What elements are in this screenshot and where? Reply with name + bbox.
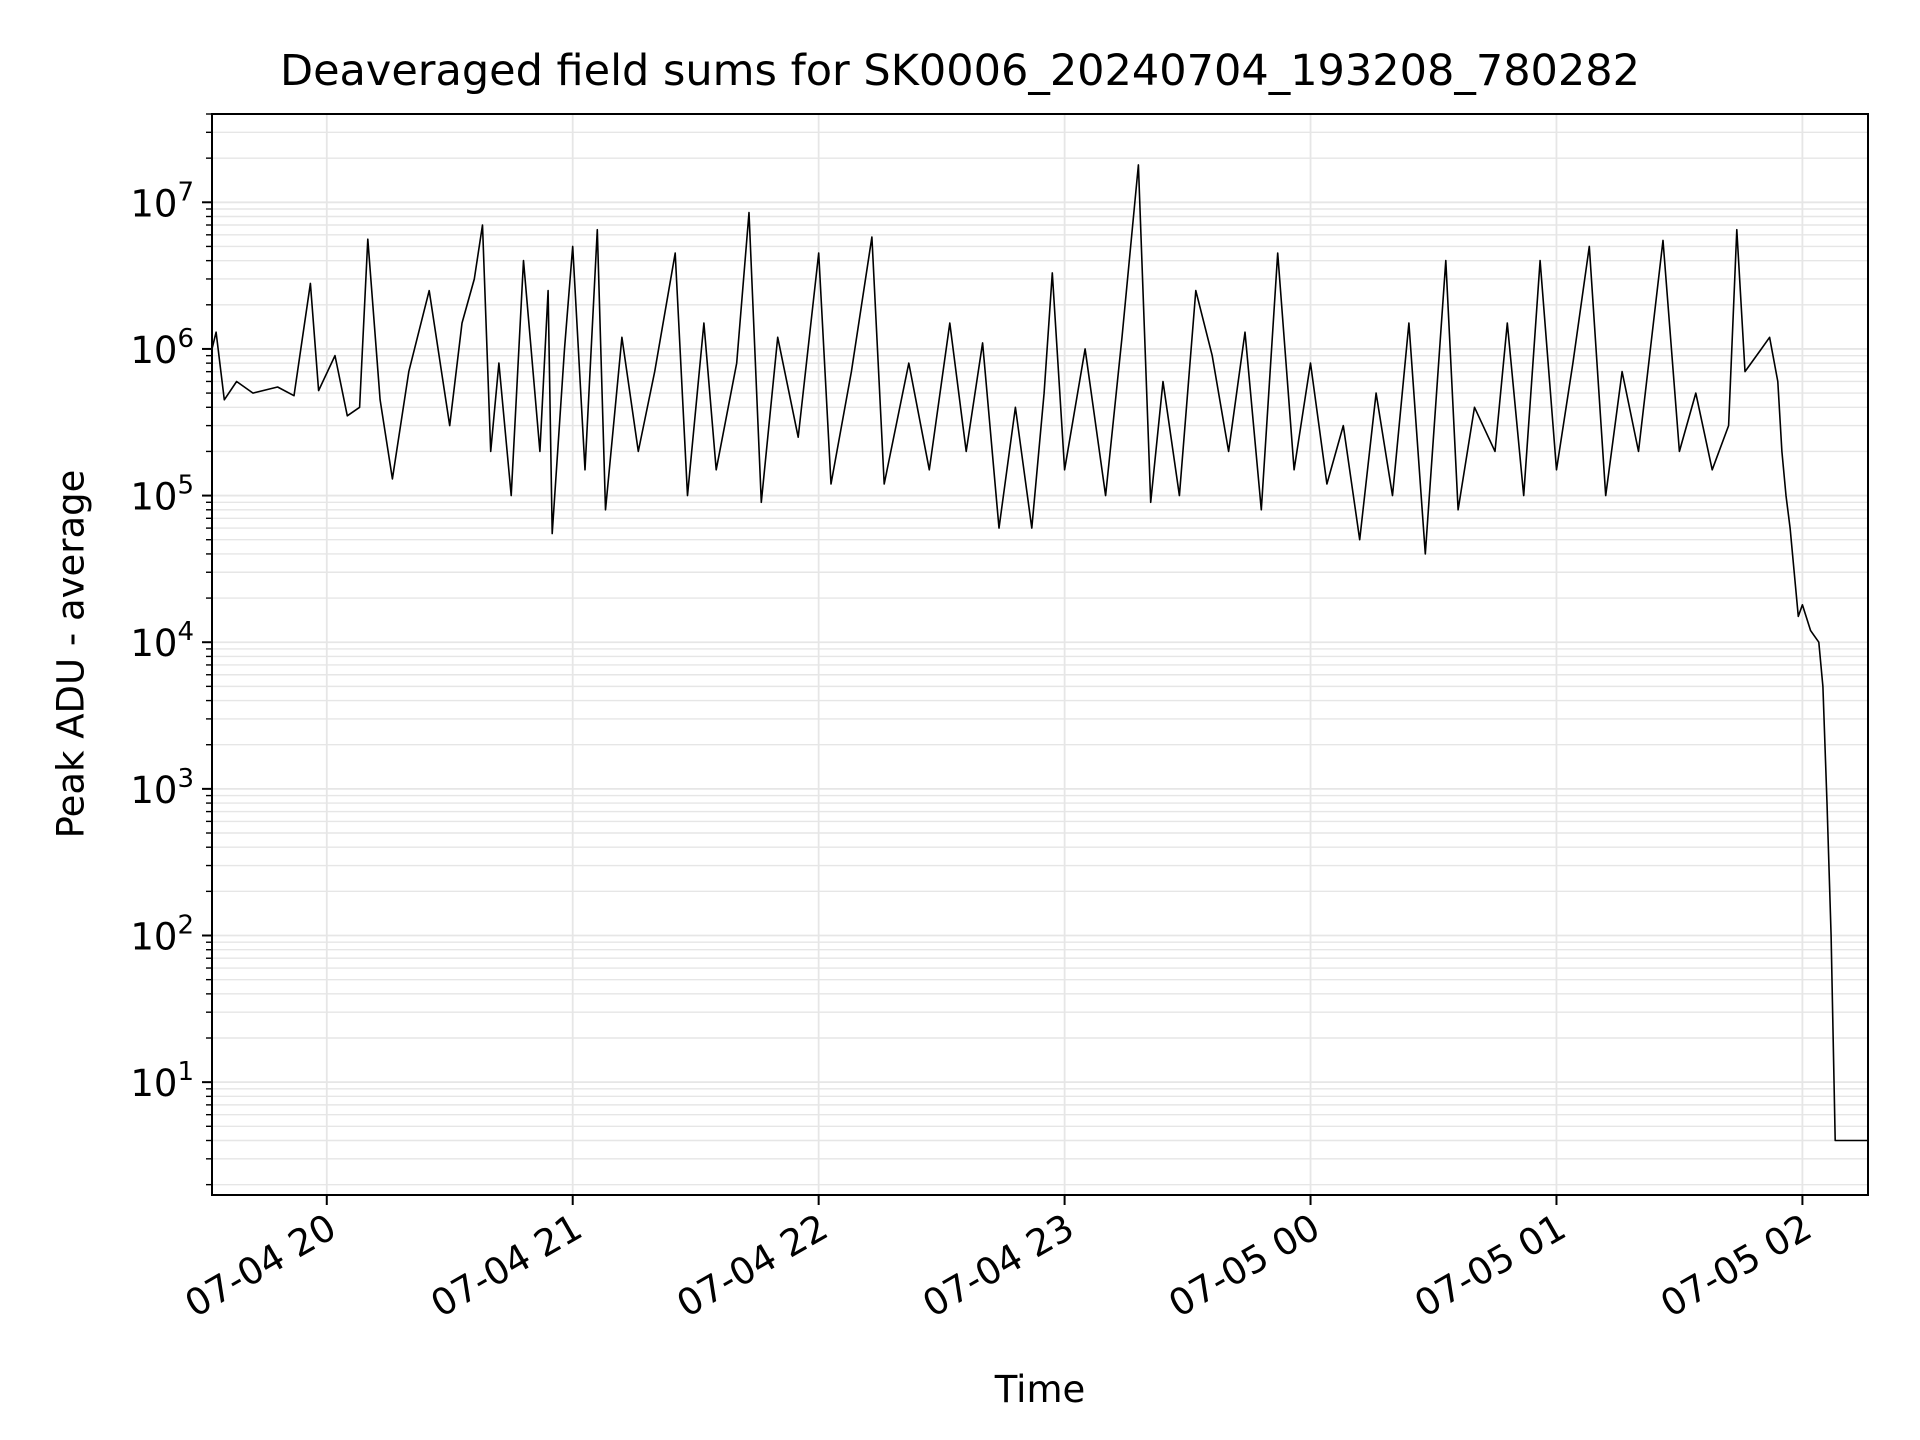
y-tick-label: 103 [130, 764, 194, 812]
x-tick-label: 07-04 21 [424, 1206, 590, 1326]
series-line [211, 164, 1868, 1142]
x-tick-label: 07-05 01 [1407, 1206, 1573, 1326]
x-axis-label: Time [994, 1368, 1086, 1411]
plot-frame [211, 113, 1869, 1196]
x-tick-label: 07-04 23 [916, 1206, 1082, 1326]
series-layer [211, 164, 1868, 1142]
x-tick-label: 07-04 20 [178, 1206, 344, 1326]
x-tick-label: 07-05 00 [1161, 1206, 1327, 1326]
x-tick-label: 07-04 22 [670, 1206, 836, 1326]
y-tick-label: 104 [130, 617, 194, 665]
chart-title: Deaveraged field sums for SK0006_2024070… [279, 46, 1640, 96]
axes: 101 102 103 104 105 106 107 07-04 20 07-04 21 07-… [130, 113, 1869, 1326]
y-axis-label: Peak ADU - average [49, 469, 93, 839]
y-tick-label: 101 [130, 1057, 194, 1105]
y-tick-label: 102 [130, 911, 194, 959]
y-tick-label: 106 [130, 324, 194, 372]
x-tick-label: 07-05 02 [1653, 1206, 1819, 1326]
grid-lines [212, 113, 1868, 1195]
y-tick-label: 107 [130, 177, 194, 225]
y-tick-label: 105 [130, 471, 194, 519]
